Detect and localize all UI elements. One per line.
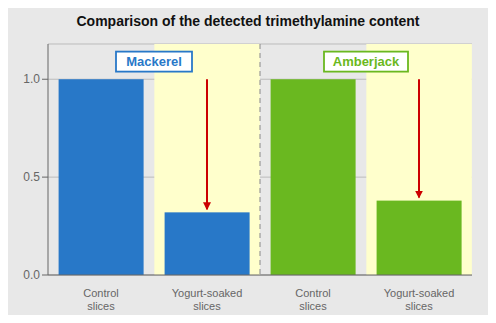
svg-text:Amberjack: Amberjack — [333, 54, 400, 69]
svg-text:0.5: 0.5 — [23, 170, 40, 184]
html-text:Comparison of the detected tri: Comparison of the detected trimethylamin… — [76, 13, 420, 29]
svg-text:1.0: 1.0 — [23, 72, 40, 86]
svg-text:Controlslices: Controlslices — [295, 287, 330, 312]
svg-text:0.0: 0.0 — [23, 268, 40, 282]
svg-text:Controlslices: Controlslices — [83, 287, 118, 312]
svg-text:Yogurt-soakedslices: Yogurt-soakedslices — [384, 287, 455, 312]
svg-text:Mackerel: Mackerel — [126, 54, 182, 69]
svg-text:Yogurt-soakedslices: Yogurt-soakedslices — [172, 287, 243, 312]
